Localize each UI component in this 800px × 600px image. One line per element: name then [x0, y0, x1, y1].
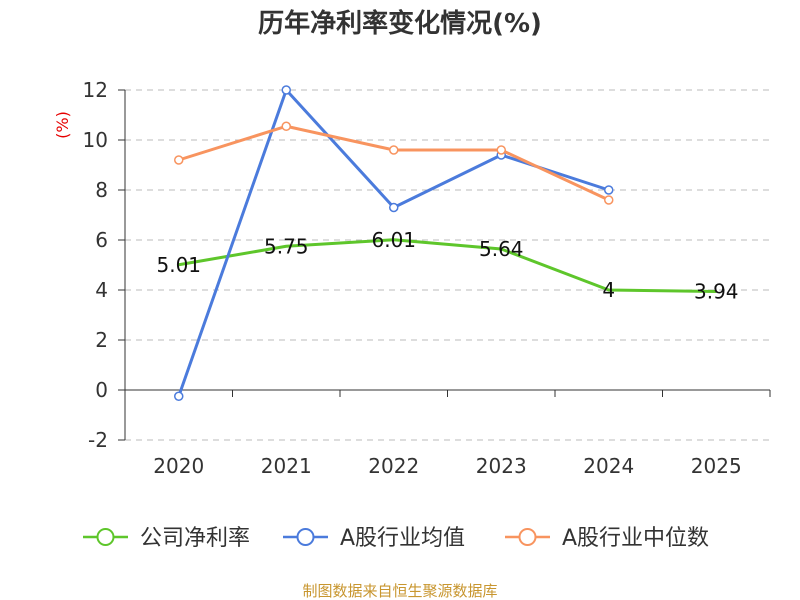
data-source-footer: 制图数据来自恒生聚源数据库 [302, 582, 497, 600]
series-1-point-2020 [174, 391, 184, 401]
y-axis-label: (%) [53, 111, 72, 139]
series-1-point-2024 [604, 185, 614, 195]
data-label-2024: 4 [602, 278, 615, 302]
data-label-2025: 3.94 [694, 280, 739, 304]
y-tick-label: 8 [95, 178, 108, 202]
series-1-point-2021 [281, 85, 291, 95]
y-tick-label: 12 [83, 78, 108, 102]
y-tick-label: 0 [95, 378, 108, 402]
legend-item-2: A股行业中位数 [505, 526, 709, 551]
x-tick-label-2025: 2025 [691, 454, 742, 478]
series-lines [174, 85, 717, 401]
x-tick-label-2021: 2021 [261, 454, 312, 478]
legend-item-1: A股行业均值 [283, 526, 465, 551]
gridlines [125, 89, 770, 441]
series-1-point-2022 [389, 202, 399, 213]
y-tick-label: 6 [95, 228, 108, 252]
series-line-0 [178, 238, 717, 293]
legend-circle-icon [296, 528, 315, 546]
series-2-point-2021 [281, 121, 291, 131]
series-2-point-2024 [604, 195, 614, 205]
data-label-2022: 6.01 [371, 228, 416, 252]
x-tick-label-2022: 2022 [368, 454, 419, 478]
y-tick-label: 2 [95, 328, 108, 352]
legend-label: A股行业中位数 [562, 526, 709, 551]
chart-title: 历年净利率变化情况(%) [258, 8, 542, 39]
legend-label: A股行业均值 [340, 526, 465, 551]
y-tick-label: 10 [83, 128, 108, 152]
data-label-2023: 5.64 [479, 237, 524, 261]
series-2-point-2022 [389, 145, 399, 155]
y-tick-label: -2 [88, 428, 108, 452]
series-2-point-2023 [496, 145, 506, 155]
y-tick-label: 4 [95, 278, 108, 302]
legend: 公司净利率 A股行业均值 A股行业中位数 [83, 526, 709, 551]
legend-item-0: 公司净利率 [83, 526, 250, 551]
series-2-point-2020 [174, 155, 184, 165]
data-labels: 5.01 5.75 6.01 5.64 4 3.94 [156, 228, 738, 304]
axes: -2 0 2 4 6 8 10 12 2020 2021 2022 2023 2024 2025 [83, 78, 771, 478]
data-label-2021: 5.75 [264, 234, 309, 258]
x-tick-label-2020: 2020 [153, 454, 204, 478]
legend-circle-icon [518, 528, 537, 546]
legend-circle-icon [96, 528, 115, 546]
series-line-2 [178, 124, 610, 202]
legend-label: 公司净利率 [140, 526, 250, 551]
x-tick-label-2023: 2023 [476, 454, 527, 478]
data-label-2020: 5.01 [156, 253, 201, 277]
x-tick-label-2024: 2024 [583, 454, 634, 478]
